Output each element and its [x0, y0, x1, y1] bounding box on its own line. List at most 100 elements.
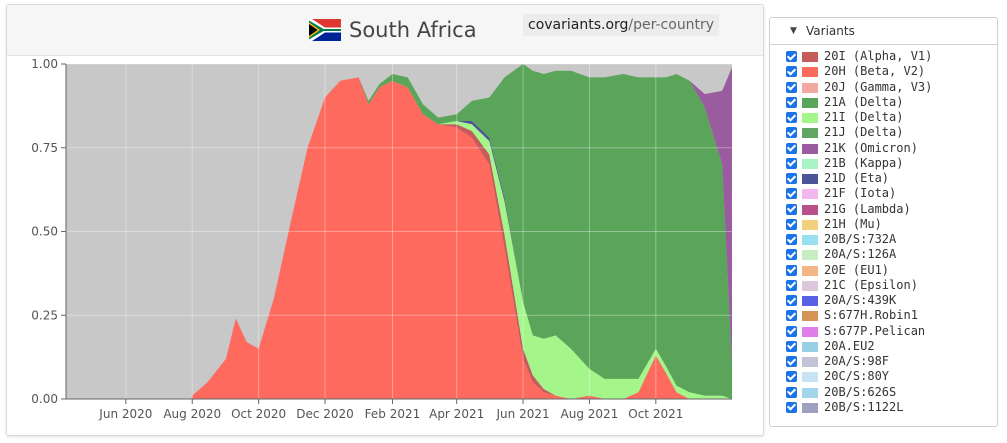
legend-label: 20I (Alpha, V1) [824, 49, 933, 63]
legend-checkbox[interactable] [786, 264, 797, 276]
legend-label: 20B/S:1122L [824, 399, 904, 414]
legend-title: Variants [806, 24, 855, 38]
caret-down-icon: ▼ [790, 26, 797, 36]
legend-label: 21C (Epsilon) [824, 277, 918, 292]
legend-swatch [802, 82, 818, 93]
legend-checkbox[interactable] [786, 66, 797, 78]
legend-swatch [802, 52, 818, 62]
legend-label: 21D (Eta) [824, 171, 890, 185]
legend-swatch [802, 158, 818, 169]
legend-swatch [802, 113, 818, 123]
legend-label: 20B/S:626S [824, 384, 897, 399]
legend-swatch [802, 357, 818, 367]
y-tick-label: 1.00 [31, 57, 58, 71]
x-tick-label: Oct 2021 [628, 407, 683, 421]
legend-label: 20J (Gamma, V3) [824, 79, 933, 94]
legend-panel: ▼ Variants 20I (Alpha, V1) 20H (Beta, V2)… [769, 17, 998, 427]
chart-header: South Africa covariants.org/per-country [7, 5, 763, 56]
series-area [192, 77, 732, 400]
legend-label: 21A (Delta) [824, 94, 904, 109]
legend-checkbox[interactable] [786, 173, 797, 184]
legend-label: 21G (Lambda) [824, 201, 911, 216]
legend-checkbox[interactable] [786, 295, 797, 306]
legend-checkbox[interactable] [786, 279, 797, 291]
legend-swatch [802, 311, 818, 322]
legend-label: 21I (Delta) [824, 110, 904, 124]
legend-swatch [802, 97, 818, 108]
legend-swatch [802, 174, 818, 184]
legend-checkbox[interactable] [786, 157, 797, 169]
legend-label: 21H (Mu) [824, 216, 882, 231]
legend-swatch [802, 265, 818, 276]
legend-swatch [802, 67, 818, 78]
legend-label: 20A.EU2 [824, 338, 875, 353]
legend-checkbox[interactable] [786, 401, 797, 413]
legend-label: 21K (Omicron) [824, 140, 918, 155]
legend-swatch [802, 235, 818, 245]
y-tick-label: 0.25 [31, 308, 58, 322]
legend-checkbox[interactable] [786, 127, 797, 139]
x-tick-label: Oct 2020 [231, 407, 286, 421]
south-africa-flag-icon [309, 19, 341, 41]
legend-label: 20H (Beta, V2) [824, 64, 926, 79]
legend-checkbox[interactable] [786, 112, 797, 123]
x-tick-label: Feb 2021 [365, 407, 421, 421]
x-tick-label: Jun 2021 [496, 407, 550, 421]
legend-swatch [802, 128, 818, 139]
legend-label: 20B/S:732A [824, 232, 897, 246]
y-tick-label: 0.00 [31, 392, 58, 406]
source-host: covariants.org [528, 17, 629, 33]
series-area [192, 64, 732, 399]
legend-checkbox[interactable] [786, 310, 797, 322]
legend-checkbox[interactable] [786, 218, 797, 230]
legend-swatch [802, 326, 818, 337]
legend-label: 20A/S:126A [824, 247, 897, 262]
legend-checkbox[interactable] [786, 340, 797, 352]
legend-swatch [802, 250, 818, 261]
y-tick-label: 0.50 [31, 225, 58, 239]
y-tick-label: 0.75 [31, 141, 58, 155]
legend-swatch [802, 296, 818, 306]
x-tick-label: Aug 2021 [561, 407, 619, 421]
legend-swatch [802, 341, 818, 352]
legend-swatch [802, 219, 818, 230]
x-tick-label: Aug 2020 [163, 407, 221, 421]
legend-label: S:677P.Pelican [824, 323, 926, 338]
legend-checkbox[interactable] [786, 249, 797, 261]
legend-label: 21J (Delta) [824, 125, 904, 140]
legend-header[interactable]: ▼ Variants [770, 18, 997, 45]
legend-swatch [802, 372, 818, 383]
source-link[interactable]: covariants.org/per-country [523, 14, 720, 36]
legend-checkbox[interactable] [786, 188, 797, 200]
legend-swatch [802, 402, 818, 413]
legend-label: S:677H.Robin1 [824, 308, 918, 323]
legend-label: 21F (Iota) [824, 186, 897, 201]
legend-label: 20E (EU1) [824, 262, 890, 277]
legend-swatch [802, 280, 818, 291]
legend-checkbox[interactable] [786, 96, 797, 108]
legend-checkbox[interactable] [786, 51, 797, 62]
source-path: /per-country [628, 17, 715, 33]
legend-checkbox[interactable] [786, 325, 797, 337]
legend-checkbox[interactable] [786, 142, 797, 154]
x-tick-label: Apr 2021 [429, 407, 484, 421]
legend-checkbox[interactable] [786, 234, 797, 245]
legend-checkbox[interactable] [786, 356, 797, 367]
legend-swatch [802, 189, 818, 200]
legend-checkbox[interactable] [786, 371, 797, 383]
legend-label: 20C/S:80Y [824, 369, 890, 384]
legend-swatch [802, 387, 818, 398]
legend-label: 20A/S:439K [824, 293, 897, 307]
area-chart: 0.00 0.25 0.50 0.75 1.00 Jun 2020 Aug 2020 Oct … [31, 57, 732, 421]
legend-checkbox[interactable] [786, 203, 797, 215]
legend-swatch [802, 143, 818, 154]
chart-card: South Africa covariants.org/per-country … [6, 4, 764, 436]
country-title: South Africa [349, 18, 477, 42]
legend-label: 20A/S:98F [824, 354, 890, 368]
legend-checkbox[interactable] [786, 81, 797, 93]
x-tick-label: Dec 2020 [296, 407, 354, 421]
legend-swatch [802, 204, 818, 215]
x-tick-label: Jun 2020 [98, 407, 152, 421]
legend-label: 21B (Kappa) [824, 155, 904, 170]
legend-checkbox[interactable] [786, 386, 797, 398]
